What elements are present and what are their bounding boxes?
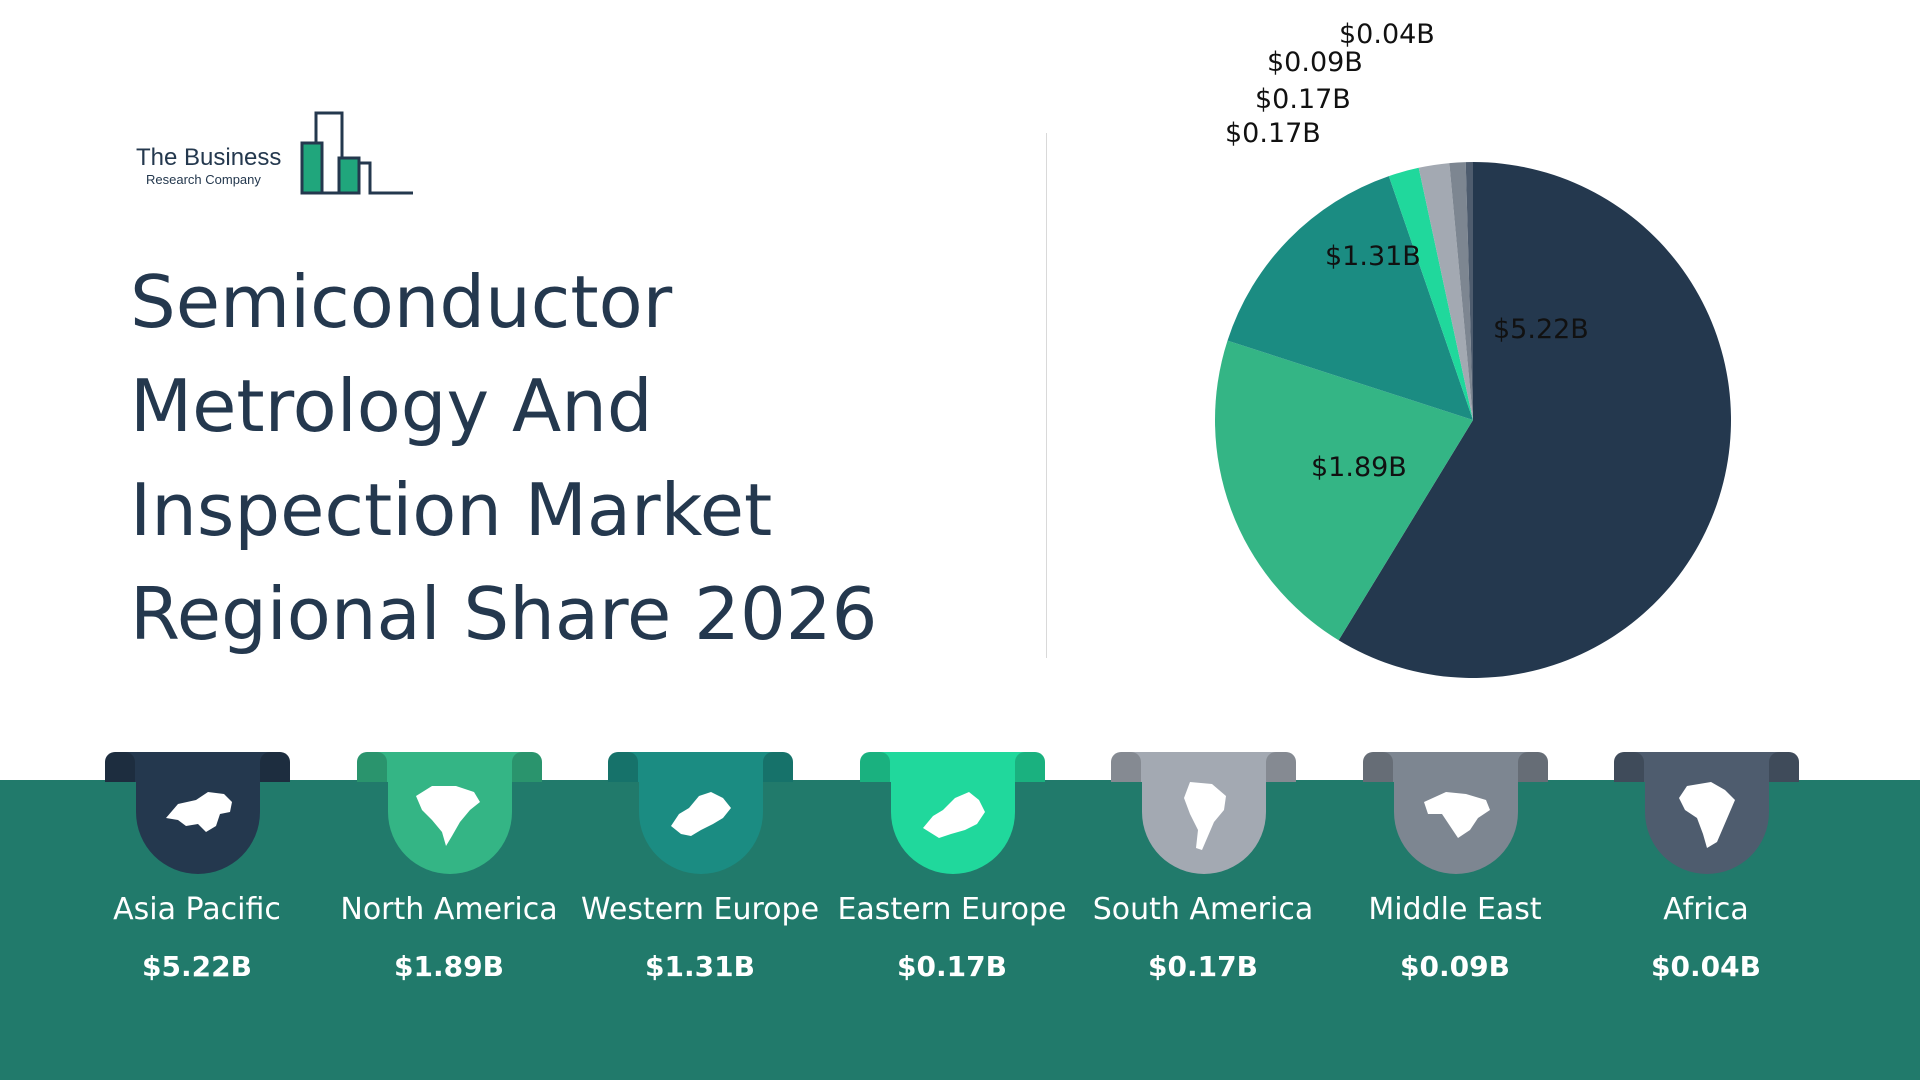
south-america-map-icon [1184,782,1226,850]
region-medal [136,752,260,874]
tab-shade [1111,752,1141,782]
region-card: North America $1.89B [304,752,564,1052]
pie-data-label: $0.17B [1225,118,1321,149]
region-card: Middle East $0.09B [1310,752,1570,1052]
middle-east-map-icon [1424,792,1490,838]
region-medal [639,752,763,874]
regional-share-pie-chart: $5.22B $1.89B $1.31B $0.17B$0.17B $0.09B$0.0… [1215,19,1731,679]
tab-shade [260,752,290,782]
region-name: Asia Pacific [113,892,281,927]
tab-shade [763,752,793,782]
pie-slice-africa [1465,162,1473,420]
page-title: Semiconductor Metrology And Inspection M… [130,260,878,656]
logo-buildings-icon [300,111,413,195]
pie-data-label: $5.22B [1493,314,1589,345]
region-card: Western Europe $1.31B [555,752,819,1052]
region-value: $1.89B [394,950,504,983]
western-europe-map-icon [671,792,731,836]
region-medal [1394,752,1518,874]
region-medal [891,752,1015,874]
region-medal [1645,752,1769,874]
pie-slice-eastern-europe [1388,167,1473,420]
region-value: $0.09B [1400,950,1510,983]
region-card: Asia Pacific $5.22B [52,752,312,1052]
asia-map-icon [166,792,232,832]
tab-shade [1363,752,1393,782]
region-name: Middle East [1368,892,1542,927]
region-value: $5.22B [142,950,252,983]
pie-data-label: $1.31B [1325,241,1421,272]
eastern-europe-map-icon [923,792,985,838]
region-card: Eastern Europe $0.17B [807,752,1067,1052]
tab-shade [357,752,387,782]
pie-slice-asia-pacific [1338,162,1731,679]
logo-text: The Business [136,144,282,171]
tab-shade [1015,752,1045,782]
region-value: $1.31B [645,950,755,983]
tab-shade [1614,752,1644,782]
tab-shade [105,752,135,782]
tab-shade [1769,752,1799,782]
pie-data-label: $0.09B [1267,47,1363,78]
tab-shade [512,752,542,782]
tab-shade [608,752,638,782]
pie-slice-middle-east [1449,162,1473,420]
region-name: Eastern Europe [837,892,1067,927]
pie-data-label: $0.17B [1255,84,1351,115]
tab-shade [1518,752,1548,782]
pie-slice-south-america [1418,163,1473,420]
pie-slice-north-america [1215,340,1473,641]
region-value: $0.17B [1148,950,1258,983]
region-name: Western Europe [580,892,820,927]
region-value: $0.17B [897,950,1007,983]
region-name: South America [1092,892,1314,927]
pie-slice-western-europe [1227,176,1473,420]
pie-data-label: $1.89B [1311,452,1407,483]
divider [1046,133,1047,658]
tab-shade [1266,752,1296,782]
region-medal [1142,752,1266,874]
tab-shade [860,752,890,782]
region-card: South America $0.17B [1058,752,1318,1052]
pie-data-label: $0.04B [1339,19,1435,50]
region-name: Africa [1663,892,1749,927]
region-value: $0.04B [1651,950,1761,983]
region-medal [388,752,512,874]
north-america-map-icon [416,786,480,846]
africa-map-icon [1679,782,1735,848]
region-card: Africa $0.04B [1561,752,1821,1052]
region-name: North America [340,892,558,927]
company-logo: The Business Research Company [130,108,420,198]
logo-subtext: Research Company [146,172,261,187]
